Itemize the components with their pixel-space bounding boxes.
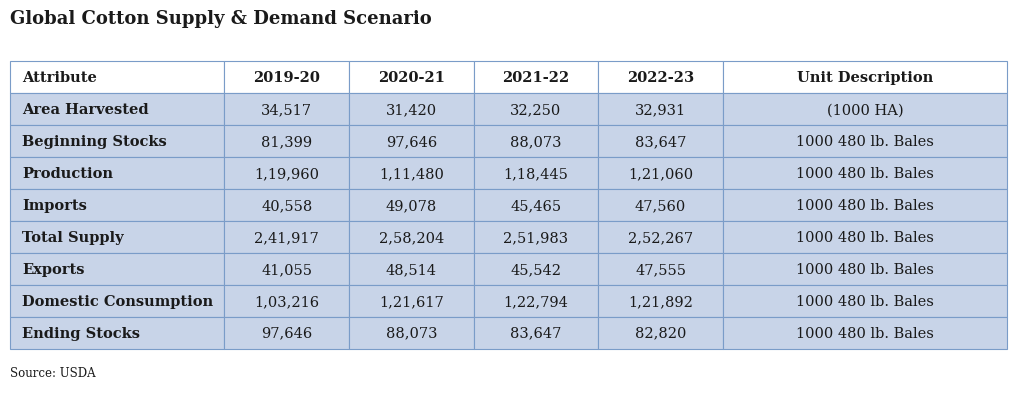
- Text: Domestic Consumption: Domestic Consumption: [22, 294, 213, 308]
- Text: 1,22,794: 1,22,794: [504, 294, 569, 308]
- Text: 48,514: 48,514: [386, 262, 437, 276]
- Text: (1000 HA): (1000 HA): [826, 103, 903, 117]
- Text: 2021-22: 2021-22: [502, 71, 570, 85]
- Text: 47,560: 47,560: [635, 198, 686, 213]
- Text: 1,11,480: 1,11,480: [379, 167, 444, 180]
- Text: Production: Production: [22, 167, 114, 180]
- Text: 41,055: 41,055: [262, 262, 312, 276]
- Text: 31,420: 31,420: [385, 103, 437, 117]
- Text: 1,03,216: 1,03,216: [255, 294, 319, 308]
- Text: 45,542: 45,542: [510, 262, 562, 276]
- Text: 1,18,445: 1,18,445: [504, 167, 569, 180]
- Text: 88,073: 88,073: [510, 135, 562, 149]
- Text: 34,517: 34,517: [262, 103, 312, 117]
- Text: Beginning Stocks: Beginning Stocks: [22, 135, 167, 149]
- Text: 1000 480 lb. Bales: 1000 480 lb. Bales: [796, 262, 934, 276]
- Text: 49,078: 49,078: [385, 198, 437, 213]
- Text: 83,647: 83,647: [510, 326, 562, 340]
- Text: Ending Stocks: Ending Stocks: [22, 326, 140, 340]
- Text: 2022-23: 2022-23: [627, 71, 695, 85]
- Text: 47,555: 47,555: [635, 262, 686, 276]
- Text: 1,21,060: 1,21,060: [628, 167, 694, 180]
- Text: 97,646: 97,646: [385, 135, 437, 149]
- Text: Area Harvested: Area Harvested: [22, 103, 149, 117]
- Text: 1000 480 lb. Bales: 1000 480 lb. Bales: [796, 135, 934, 149]
- Text: 1,21,892: 1,21,892: [628, 294, 693, 308]
- Text: 2,52,267: 2,52,267: [628, 231, 694, 244]
- Text: Total Supply: Total Supply: [22, 231, 124, 244]
- Text: 1000 480 lb. Bales: 1000 480 lb. Bales: [796, 294, 934, 308]
- Text: 1000 480 lb. Bales: 1000 480 lb. Bales: [796, 231, 934, 244]
- Text: 40,558: 40,558: [262, 198, 312, 213]
- Text: 88,073: 88,073: [385, 326, 437, 340]
- Text: 2,41,917: 2,41,917: [255, 231, 319, 244]
- Text: 2020-21: 2020-21: [378, 71, 445, 85]
- Text: 1000 480 lb. Bales: 1000 480 lb. Bales: [796, 198, 934, 213]
- Text: Attribute: Attribute: [22, 71, 97, 85]
- Text: 1,21,617: 1,21,617: [379, 294, 444, 308]
- Text: 32,250: 32,250: [510, 103, 562, 117]
- Text: 82,820: 82,820: [635, 326, 686, 340]
- Text: 83,647: 83,647: [635, 135, 686, 149]
- Text: Global Cotton Supply & Demand Scenario: Global Cotton Supply & Demand Scenario: [10, 10, 432, 28]
- Text: 32,931: 32,931: [635, 103, 686, 117]
- Text: 2,51,983: 2,51,983: [503, 231, 569, 244]
- Text: 1,19,960: 1,19,960: [255, 167, 319, 180]
- Text: 81,399: 81,399: [262, 135, 312, 149]
- Text: Imports: Imports: [22, 198, 87, 213]
- Text: Source: USDA: Source: USDA: [10, 366, 95, 379]
- Text: 1000 480 lb. Bales: 1000 480 lb. Bales: [796, 167, 934, 180]
- Text: 2,58,204: 2,58,204: [378, 231, 444, 244]
- Text: 45,465: 45,465: [510, 198, 562, 213]
- Text: 1000 480 lb. Bales: 1000 480 lb. Bales: [796, 326, 934, 340]
- Text: Unit Description: Unit Description: [797, 71, 933, 85]
- Text: Exports: Exports: [22, 262, 84, 276]
- Text: 2019-20: 2019-20: [254, 71, 320, 85]
- Text: 97,646: 97,646: [262, 326, 312, 340]
